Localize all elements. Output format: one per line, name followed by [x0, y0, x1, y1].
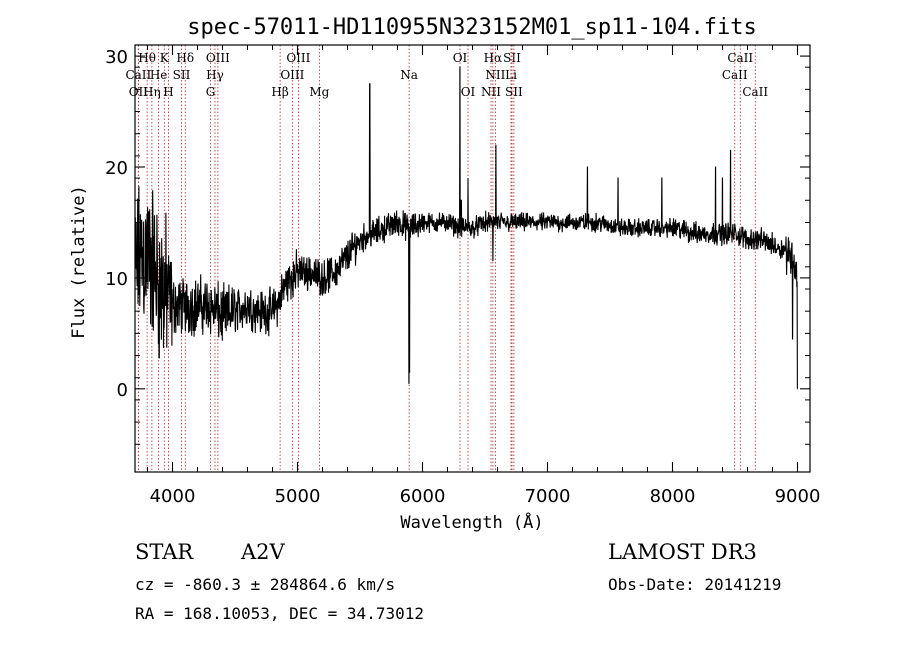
x-tick-label: 5000	[275, 486, 321, 507]
spectral-line-label: Hη	[143, 85, 161, 99]
object-subclass: A2V	[241, 540, 285, 564]
x-tick-label: 9000	[775, 486, 821, 507]
x-tick-label: 6000	[400, 486, 446, 507]
object-class: STAR	[135, 540, 194, 564]
spectral-line-label: OIII	[280, 68, 304, 82]
redshift-value: cz = -860.3 ± 284864.6 km/s	[135, 575, 396, 594]
spectrum-line	[134, 66, 798, 390]
x-tick-label: 8000	[650, 486, 696, 507]
spectral-line-label: Hθ	[138, 51, 156, 65]
spectral-line-label: Na	[400, 68, 418, 82]
chart-title: spec-57011-HD110955N323152M01_sp11-104.f…	[187, 15, 757, 40]
spectral-line-label: OI	[453, 51, 468, 65]
spectral-line-label: He	[150, 68, 168, 82]
spectral-line-label: Hδ	[176, 51, 194, 65]
y-tick-label: 30	[105, 47, 128, 68]
spectral-line-label: Mg	[309, 85, 329, 99]
x-axis-label: Wavelength (Å)	[400, 511, 543, 533]
spectral-line-label: CaII	[125, 68, 151, 82]
x-tick-label: 4000	[150, 486, 196, 507]
spectral-line-label: Hα	[484, 51, 503, 65]
plot-frame	[134, 44, 811, 473]
spectral-line-label: NII	[481, 85, 501, 99]
x-tick-label: 7000	[525, 486, 571, 507]
spectral-line-label: K	[160, 51, 170, 65]
spectral-line-label: CaII	[742, 85, 768, 99]
spectral-line-label: SII	[503, 51, 521, 65]
spectral-line-label: SII	[173, 68, 191, 82]
spectral-line-label: OIII	[206, 51, 230, 65]
spectral-line-label: CaII	[722, 68, 748, 82]
y-tick-label: 20	[105, 158, 128, 179]
spectral-line-label: H	[163, 85, 173, 99]
y-tick-label: 0	[117, 380, 128, 401]
spectral-line-label: Hγ	[206, 68, 224, 82]
spectral-line-label: G	[206, 85, 216, 99]
coordinates: RA = 168.10053, DEC = 34.73012	[135, 604, 424, 623]
observation-date: Obs-Date: 20141219	[608, 575, 782, 594]
spectral-line-label: OIII	[286, 51, 310, 65]
spectral-line-label: NII	[485, 68, 505, 82]
spectral-line-label: Li	[505, 68, 517, 82]
spectral-line-label: CaII	[727, 51, 753, 65]
axis-ticks: 4000 5000 6000 7000 8000 9000 0 10 20 30	[105, 45, 820, 507]
spectral-line-label: Hβ	[271, 85, 288, 99]
y-axis-label: Flux (relative)	[69, 185, 89, 339]
y-tick-label: 10	[105, 269, 128, 290]
survey-name: LAMOST DR3	[608, 540, 757, 564]
spectral-line-label: SII	[505, 85, 523, 99]
spectral-line-label: OII	[129, 85, 149, 99]
spectral-line-label: OI	[461, 85, 476, 99]
